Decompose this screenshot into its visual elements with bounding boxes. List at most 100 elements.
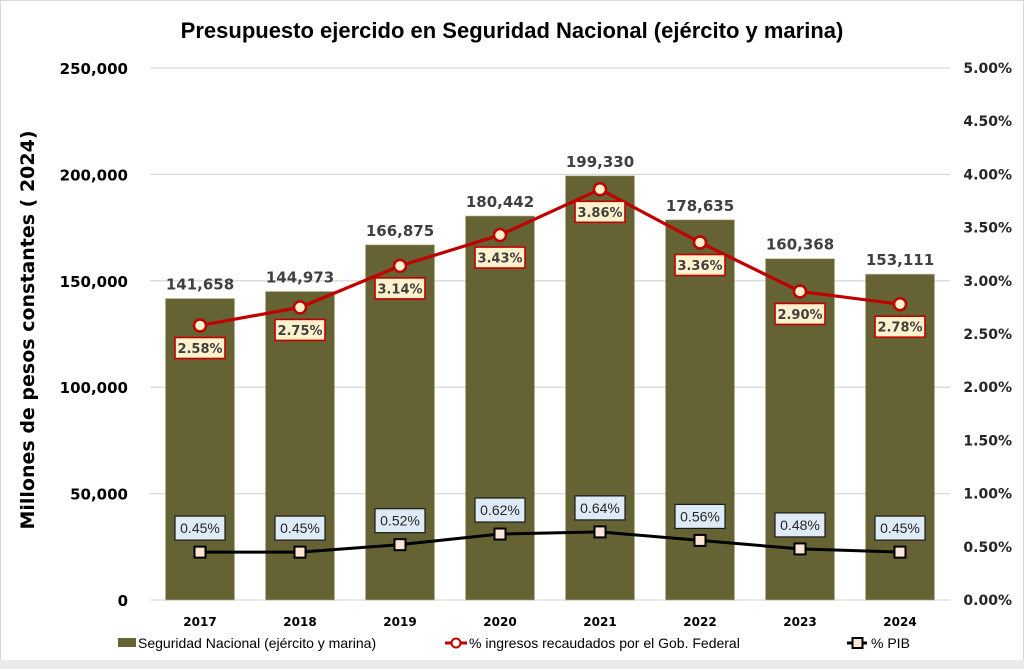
ingresos-marker (192, 318, 208, 333)
bar-data-label: 199,330 (566, 153, 634, 171)
x-tick-label: 2023 (783, 615, 816, 629)
ingresos-label-box (674, 253, 726, 277)
pib-data-label: 0.56% (680, 508, 720, 524)
bar-data-label: 160,368 (766, 236, 834, 254)
ingresos-label-box (374, 277, 426, 300)
ingresos-data-label: 2.78% (877, 321, 922, 336)
ingresos-label-box (474, 246, 526, 269)
pib-label-box (674, 503, 726, 530)
y-tick-label: 200,000 (60, 166, 128, 184)
y-tick-label: 100,000 (60, 379, 128, 397)
ingresos-label-box (774, 302, 826, 326)
x-tick-label: 2024 (883, 615, 916, 629)
y2-tick-label: 2.50% (963, 327, 1012, 343)
y2-tick-label: 1.50% (963, 433, 1012, 449)
pib-marker (793, 542, 807, 556)
x-tick-label: 2020 (483, 615, 516, 629)
pib-data-label: 0.45% (280, 520, 320, 536)
pib-label-box (774, 512, 826, 538)
pib-marker (193, 545, 207, 559)
bar-data-label: 144,973 (266, 268, 334, 286)
x-tick-label: 2022 (683, 615, 716, 629)
legend-swatch-bar (118, 638, 136, 647)
pib-line-series: 0.45% 0.45% 0.52% 0.62% 0.64% 0.56% 0.48% 0.45% (174, 495, 926, 559)
pib-data-label: 0.45% (880, 520, 920, 536)
y2-tick-label: 5.00% (963, 61, 1012, 77)
ingresos-line-series: 2.58% 2.75% 3.14% 3.43% 3.86% 3.36% 2.90% 2.78% (174, 182, 926, 360)
ingresos-data-label: 2.58% (177, 342, 222, 357)
legend: Seguridad Nacional (ejército y marina) % … (118, 635, 910, 651)
pib-label-box (174, 515, 226, 541)
bar-data-label: 166,875 (366, 222, 434, 240)
x-tick-label: 2019 (383, 615, 416, 629)
y2-tick-label: 3.50% (963, 221, 1012, 237)
bar-data-label: 180,442 (466, 193, 534, 211)
ingresos-marker (592, 182, 608, 197)
bottom-strip (0, 660, 1024, 669)
ingresos-label-box (574, 200, 626, 224)
pib-label-box (474, 497, 526, 523)
legend-label-bar: Seguridad Nacional (ejército y marina) (138, 635, 376, 651)
ingresos-data-label: 3.36% (677, 259, 722, 274)
pib-label-box (374, 508, 426, 534)
pib-label-box (874, 515, 926, 541)
ingresos-data-label: 2.75% (277, 324, 322, 339)
y-tick-label: 0 (118, 592, 128, 610)
pib-data-label: 0.52% (380, 513, 420, 529)
pib-data-label: 0.48% (780, 517, 820, 533)
pib-label-box (574, 495, 626, 521)
pib-label-box (274, 515, 326, 541)
bar-data-label: 153,111 (866, 251, 934, 269)
pib-marker (393, 538, 407, 552)
y-axis-label: Millones de pesos constantes ( 2024) (17, 130, 39, 529)
ingresos-line (199, 187, 901, 328)
y2-tick-label: 4.00% (963, 167, 1012, 183)
legend-label-pib: % PIB (871, 635, 910, 651)
legend-swatch-pib-marker (851, 637, 864, 649)
pib-marker (693, 533, 707, 547)
y2-tick-label: 1.00% (963, 487, 1012, 503)
ingresos-marker (392, 258, 408, 274)
y2-tick-label: 4.50% (963, 114, 1012, 130)
pib-data-label: 0.45% (180, 520, 220, 536)
legend-swatch-ingresos-marker (450, 637, 462, 649)
pib-marker (893, 545, 907, 559)
y2-tick-label: 0.50% (963, 540, 1012, 556)
chart-title: Presupuesto ejercido en Seguridad Nacion… (181, 18, 844, 43)
ingresos-label-box (274, 318, 326, 342)
legend-label-ingresos: % ingresos recaudados por el Gob. Federa… (469, 635, 740, 651)
ingresos-marker (692, 235, 708, 250)
ingresos-marker (492, 227, 508, 243)
pib-data-label: 0.62% (480, 502, 520, 518)
ingresos-data-label: 3.43% (477, 252, 522, 267)
y-tick-label: 250,000 (60, 60, 128, 78)
ingresos-data-label: 3.86% (577, 206, 622, 221)
ingresos-data-label: 3.14% (377, 282, 422, 297)
x-tick-label: 2017 (183, 615, 216, 629)
x-axis-ticks: 2017 2018 2019 2020 2021 2022 2023 2024 (183, 615, 916, 629)
y2-tick-label: 0.00% (963, 593, 1012, 609)
pib-line (200, 530, 901, 554)
bar-data-label: 141,658 (166, 276, 234, 294)
pib-marker (593, 525, 607, 539)
ingresos-marker (792, 284, 808, 299)
ingresos-marker (292, 300, 308, 315)
y2-axis-ticks: 0.00% 0.50% 1.00% 1.50% 2.00% 2.50% 3.00% 3.50%… (963, 61, 1012, 609)
ingresos-data-label: 2.90% (777, 308, 822, 323)
ingresos-label-box (874, 315, 926, 339)
ingresos-label-box (174, 336, 226, 360)
y-axis-ticks: 0 50,000 100,000 150,000 200,000 250,000 (60, 60, 128, 610)
pib-marker (293, 545, 307, 559)
x-tick-label: 2018 (283, 615, 316, 629)
y-tick-label: 50,000 (70, 486, 128, 504)
bar (465, 215, 535, 601)
y-tick-label: 150,000 (60, 273, 128, 291)
x-tick-label: 2021 (583, 615, 616, 629)
pib-marker (493, 527, 507, 541)
ingresos-marker (892, 296, 908, 312)
y2-tick-label: 2.00% (963, 380, 1012, 396)
pib-data-label: 0.64% (580, 500, 620, 516)
y2-tick-label: 3.00% (963, 274, 1012, 290)
bar-data-label: 178,635 (666, 197, 734, 215)
